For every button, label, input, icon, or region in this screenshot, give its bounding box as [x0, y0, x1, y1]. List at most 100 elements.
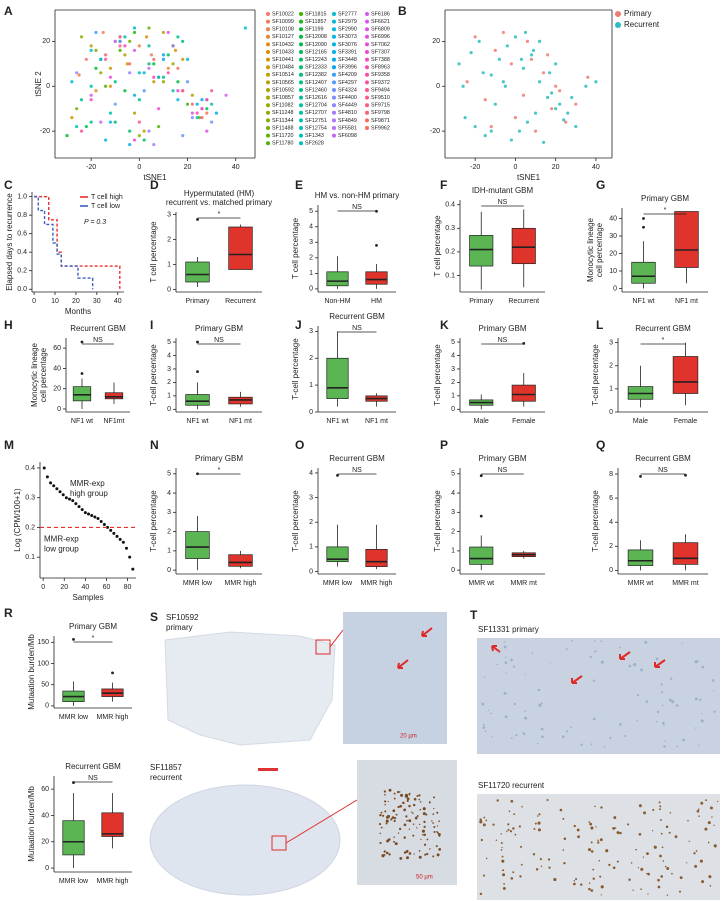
point: [128, 142, 132, 147]
y-axis-label: T cell percentage: [149, 221, 158, 283]
point: [99, 519, 103, 523]
legend-label: SF12165: [305, 49, 327, 55]
legend-swatch: [266, 34, 270, 39]
stain-dot: [563, 862, 566, 865]
point: [489, 125, 493, 129]
legend-swatch: [299, 72, 303, 77]
stain-dot: [573, 882, 576, 886]
y-axis-label: T-cell percentage: [591, 490, 600, 552]
panel-letter: G: [596, 178, 605, 192]
outlier: [196, 340, 199, 344]
point: [96, 517, 100, 521]
stain-dot: [592, 877, 595, 880]
point: [65, 133, 69, 138]
point: [483, 133, 487, 138]
point: [554, 62, 558, 66]
point: [161, 30, 166, 35]
point: [137, 98, 141, 102]
stain-dot: [565, 648, 568, 651]
x-tick-label: 80: [124, 584, 132, 591]
x-tick-label: 0: [41, 584, 45, 591]
stain-dot: [521, 806, 523, 808]
point: [113, 102, 117, 106]
stain-dot: [628, 664, 632, 668]
x-tick-label: MMR low: [59, 714, 89, 721]
y-axis-label: tSNE 2: [34, 71, 43, 97]
stain-dot: [593, 640, 596, 642]
y-axis-label: Mutaation burden/Mb: [27, 634, 36, 710]
stain-dot: [713, 824, 715, 827]
legend-label: SF10099: [272, 19, 294, 25]
point: [113, 120, 117, 124]
legend-label: SF4400: [338, 95, 357, 101]
point: [152, 57, 156, 61]
point: [185, 80, 190, 84]
panel: I 0 1 2 3 4 5 T-cell percentage Primary GBM NF1 w…: [149, 318, 262, 425]
stain-dot: [504, 715, 508, 719]
chart-title: IDH-mutant GBM: [472, 186, 534, 195]
point: [529, 57, 534, 61]
y-axis-label: Mutaation burden/Mb: [27, 786, 36, 862]
panel-letter: T: [470, 608, 478, 622]
point: [176, 89, 180, 93]
y-tick-label: 0.3: [445, 225, 455, 232]
panel-letter: P: [440, 438, 448, 452]
stain-dot: [589, 655, 592, 659]
panel-letter: O: [295, 438, 304, 452]
x-tick-label: NF1 wt: [326, 418, 348, 425]
legend-label: SF6996: [371, 34, 390, 40]
panel-letter: A: [4, 4, 13, 18]
y-tick-label: 20: [41, 839, 49, 846]
stain-dot: [540, 858, 542, 861]
stain-dot: [664, 740, 666, 742]
stain-dot: [647, 872, 650, 876]
point: [509, 138, 513, 142]
chart-title: Primary GBM: [195, 454, 243, 463]
point: [113, 80, 117, 84]
legend-label: SF10857: [272, 95, 294, 101]
point: [537, 39, 542, 43]
y-tick-label: 5: [451, 471, 455, 478]
point: [161, 80, 166, 84]
point: [128, 129, 132, 133]
point: [42, 466, 46, 470]
y-tick-label: 6: [609, 495, 613, 502]
stain-dot: [406, 856, 409, 860]
stain-dot: [491, 736, 494, 738]
legend-swatch: [299, 34, 303, 39]
tissue-section: [164, 631, 336, 746]
stain-dot: [660, 683, 663, 686]
stain-dot: [423, 843, 427, 846]
zoom-line: [329, 629, 344, 648]
point: [118, 39, 122, 43]
stain-dot: [713, 710, 716, 713]
legend-swatch: [365, 57, 369, 62]
point: [546, 95, 550, 100]
stain-dot: [630, 862, 633, 864]
stain-dot: [392, 816, 395, 818]
panel: 0 20 40 60 Mutaation burden/Mb Recurrent GBM M…: [27, 762, 132, 885]
point: [477, 39, 481, 43]
stain-dot: [700, 801, 704, 805]
point: [521, 66, 526, 70]
stain-dot: [657, 885, 661, 889]
stain-dot: [436, 853, 440, 857]
stain-dot: [588, 887, 591, 891]
box: [326, 271, 349, 287]
stain-dot: [524, 673, 526, 676]
stain-dot: [694, 660, 698, 664]
point: [147, 26, 151, 30]
x-tick-label: Male: [474, 418, 489, 425]
chart-title: Recurrent GBM: [635, 454, 691, 463]
box: [672, 542, 699, 565]
point: [200, 107, 204, 111]
legend-swatch: [365, 126, 369, 130]
stain-dot: [590, 826, 594, 830]
panel: Q 0 2 4 6 8 T-cell percentage Recurrent GBM MMR …: [591, 438, 708, 587]
stain-dot: [697, 660, 699, 663]
stain-dot: [418, 850, 421, 852]
stain-dot: [379, 832, 381, 835]
stain-dot: [419, 801, 422, 803]
point: [79, 98, 84, 102]
